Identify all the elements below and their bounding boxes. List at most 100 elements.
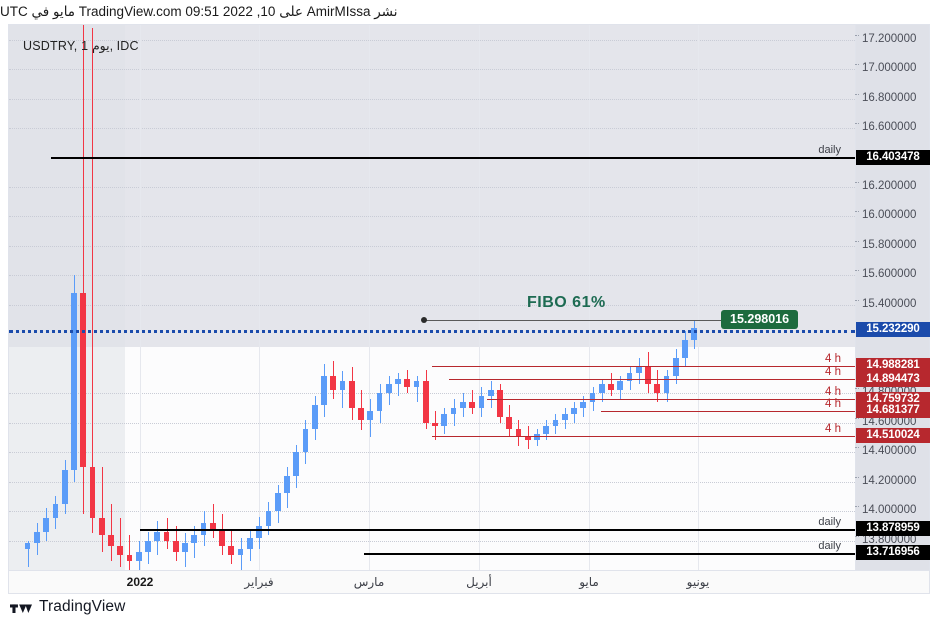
candle-body xyxy=(339,381,346,391)
candle-body xyxy=(247,537,253,550)
price-axis-tick: 15.800000 xyxy=(855,239,916,252)
level-timeframe-tag: 4 h xyxy=(825,386,841,399)
candle-body xyxy=(98,518,105,535)
candle-body xyxy=(506,416,513,429)
price-level-line[interactable] xyxy=(140,528,855,531)
tick-dash xyxy=(855,476,859,478)
tradingview-logo-icon xyxy=(10,603,32,613)
candle-body xyxy=(459,402,466,408)
candle-wick xyxy=(92,27,93,534)
candle-body xyxy=(672,357,679,376)
fibo-line-handle[interactable] xyxy=(421,316,427,323)
candle-body xyxy=(219,528,225,547)
candle-body xyxy=(413,381,420,388)
candle-body xyxy=(580,402,587,408)
candle-body xyxy=(284,475,290,494)
candle-body xyxy=(321,375,327,406)
gridline-horizontal xyxy=(9,422,855,424)
fibo-annotation-label[interactable]: FIBO 61% xyxy=(527,293,606,311)
candle-body xyxy=(256,525,262,538)
candle-body xyxy=(145,540,151,553)
time-axis-tick: يونيو xyxy=(686,575,710,589)
price-axis-tick: 17.200000 xyxy=(855,33,916,46)
candle-body xyxy=(43,518,49,532)
tick-dash xyxy=(855,93,859,95)
gridline-horizontal xyxy=(9,304,855,306)
candle-body xyxy=(515,428,522,438)
candle-body xyxy=(265,511,272,526)
candle-body xyxy=(154,531,161,541)
gridline-horizontal xyxy=(9,187,855,189)
price-axis-tick: 14.200000 xyxy=(855,475,916,488)
price-level-line[interactable] xyxy=(601,410,855,412)
gridline-vertical xyxy=(589,25,590,570)
candle-body xyxy=(497,390,503,417)
price-axis-tick: 16.600000 xyxy=(855,122,916,134)
tick-dash xyxy=(855,388,859,390)
candle-body xyxy=(182,543,188,553)
candle-body xyxy=(302,428,309,453)
price-tag-blue[interactable]: 15.232290 xyxy=(856,322,930,338)
tick-dash xyxy=(855,270,859,272)
price-tag-black[interactable]: 13.716956 xyxy=(856,545,930,561)
candle-body xyxy=(571,407,577,414)
candle-body xyxy=(534,434,540,441)
candle-body xyxy=(608,384,614,391)
price-axis[interactable]: 17.200000 17.000000 16.800000 16.600000 16.2… xyxy=(855,25,930,570)
price-level-line[interactable] xyxy=(432,365,855,367)
tick-dash xyxy=(855,299,859,301)
price-tag-red[interactable]: 14.510024 xyxy=(856,428,930,444)
candle-body xyxy=(524,437,531,441)
fibo-level-line[interactable] xyxy=(424,319,745,321)
time-axis-tick: مارس xyxy=(353,575,385,589)
price-axis-tick: 16.200000 xyxy=(855,181,916,193)
price-level-line[interactable] xyxy=(487,399,855,401)
price-tag-red[interactable]: 14.759732 xyxy=(856,391,930,407)
tick-dash xyxy=(855,123,859,125)
tick-dash xyxy=(855,64,859,66)
gridline-horizontal xyxy=(9,69,855,71)
price-level-line[interactable] xyxy=(9,329,855,333)
level-timeframe-tag: 4 h xyxy=(825,397,841,410)
price-level-line[interactable] xyxy=(432,435,855,437)
candle-wick xyxy=(83,25,84,515)
candle-body xyxy=(71,293,77,470)
price-axis-tick: 16.000000 xyxy=(855,210,916,222)
gridline-horizontal xyxy=(9,481,855,483)
candle-body xyxy=(663,375,670,394)
candle-body xyxy=(348,381,355,408)
candle-body xyxy=(228,546,235,556)
tick-dash xyxy=(855,211,859,213)
fibo-price-chip[interactable]: 15.298016 xyxy=(721,309,799,329)
price-level-line[interactable] xyxy=(51,157,855,160)
candle-body xyxy=(24,543,31,550)
candle-body xyxy=(126,555,133,562)
candle-wick xyxy=(129,534,130,570)
price-tag-red[interactable]: 14.894473 xyxy=(856,371,930,387)
candle-body xyxy=(617,381,624,391)
time-axis[interactable]: 2022 فبراير مارس أبريل مايو يونيو xyxy=(9,570,929,593)
price-tag-red[interactable]: 14.681377 xyxy=(856,403,930,419)
candle-body xyxy=(404,378,411,388)
candle-wick xyxy=(28,540,29,568)
candle-body xyxy=(330,375,337,391)
candle-wick xyxy=(120,518,121,568)
price-level-line[interactable] xyxy=(364,552,855,555)
price-tag-red[interactable]: 14.988281 xyxy=(856,358,930,373)
price-tag-black[interactable]: 13.878959 xyxy=(856,521,930,537)
footer-brand: TradingView xyxy=(39,598,126,615)
price-tag-black[interactable]: 16.403478 xyxy=(856,149,930,165)
candle-body xyxy=(598,384,605,394)
candle-body xyxy=(450,407,457,414)
price-level-line[interactable] xyxy=(449,379,855,381)
gridline-horizontal xyxy=(9,540,855,542)
gridline-horizontal xyxy=(9,511,855,513)
candle-body xyxy=(589,393,596,403)
candle-body xyxy=(172,540,179,553)
price-axis-tick: 14.000000 xyxy=(855,505,916,517)
candle-body xyxy=(645,366,651,385)
candle-body xyxy=(487,390,494,397)
candle-body xyxy=(237,549,244,556)
gridline-horizontal xyxy=(9,275,855,277)
